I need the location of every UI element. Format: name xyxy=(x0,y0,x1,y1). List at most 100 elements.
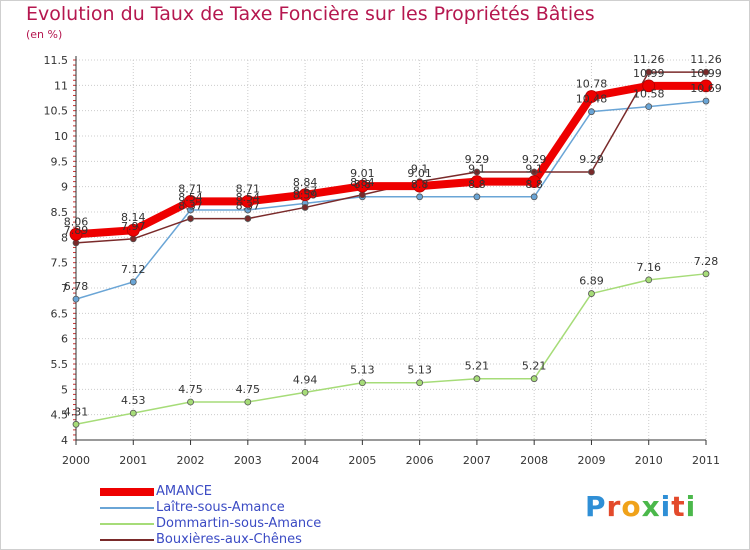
y-tick-label: 8 xyxy=(61,231,68,244)
legend-label: Dommartin-sous-Amance xyxy=(156,516,322,531)
y-tick-label: 6.5 xyxy=(51,307,69,320)
proxiti-logo: Proxiti xyxy=(585,490,696,523)
data-point xyxy=(702,270,710,278)
data-point xyxy=(530,168,538,176)
data-point xyxy=(187,215,194,222)
y-tick-label: 4.5 xyxy=(51,409,69,422)
data-point xyxy=(301,204,309,211)
logo-letter: o xyxy=(621,490,642,523)
data-point xyxy=(129,278,137,286)
legend-item: Bouxières-aux-Chênes xyxy=(100,532,400,548)
data-point xyxy=(72,239,80,247)
data-label: 8.37 xyxy=(178,200,203,213)
data-label: 8.71 xyxy=(178,182,203,195)
y-tick-label: 8.5 xyxy=(51,206,69,219)
data-label: 9.29 xyxy=(465,153,490,166)
data-point xyxy=(588,168,595,176)
chart-title: Evolution du Taux de Taxe Foncière sur l… xyxy=(26,3,595,25)
legend-swatch xyxy=(100,488,154,496)
legend-label: Bouxières-aux-Chênes xyxy=(156,532,302,547)
data-label: 8.54 xyxy=(178,191,203,204)
data-label: 9.01 xyxy=(350,167,375,180)
legend-label: Laître-sous-Amance xyxy=(156,500,285,515)
data-point xyxy=(699,79,713,93)
data-point xyxy=(187,398,194,406)
data-point xyxy=(416,193,424,201)
data-point xyxy=(588,290,595,297)
data-label: 8.71 xyxy=(236,182,261,195)
data-point xyxy=(645,276,653,284)
data-label: 8.59 xyxy=(293,188,318,201)
data-point xyxy=(358,379,366,387)
data-point xyxy=(585,90,598,103)
logo-letter: x xyxy=(641,490,661,523)
data-label: 8.8 xyxy=(525,178,543,191)
data-point xyxy=(473,375,481,383)
data-label: 8.14 xyxy=(121,211,146,224)
x-tick-label: 2003 xyxy=(234,454,262,467)
data-label: 10.99 xyxy=(690,67,722,80)
data-label: 8.8 xyxy=(468,178,486,191)
x-tick-label: 2010 xyxy=(635,454,663,467)
y-tick-label: 7 xyxy=(61,282,68,295)
x-tick-label: 2002 xyxy=(177,454,205,467)
data-label: 8.84 xyxy=(293,176,318,189)
data-point xyxy=(358,191,366,199)
y-tick-label: 11.5 xyxy=(44,54,69,67)
data-label: 7.16 xyxy=(636,261,661,274)
y-tick-label: 5.5 xyxy=(51,358,69,371)
y-tick-label: 7.5 xyxy=(51,257,69,270)
data-label: 11.26 xyxy=(633,53,665,66)
data-label: 8.67 xyxy=(293,184,318,197)
data-point xyxy=(473,168,481,176)
data-label: 11.26 xyxy=(690,53,722,66)
x-tick-label: 2008 xyxy=(520,454,548,467)
logo-letter: i xyxy=(660,490,672,523)
logo-letter: t xyxy=(671,490,686,523)
y-tick-label: 6 xyxy=(61,333,68,346)
data-point xyxy=(530,375,538,383)
data-label: 6.78 xyxy=(64,280,89,293)
data-label: 5.13 xyxy=(350,364,375,377)
data-point xyxy=(702,97,710,105)
legend-swatch xyxy=(100,523,154,525)
x-tick-label: 2001 xyxy=(119,454,147,467)
data-point xyxy=(416,379,424,387)
y-tick-label: 10.5 xyxy=(44,105,69,118)
data-point xyxy=(244,398,252,406)
legend-item: Laître-sous-Amance xyxy=(100,500,400,516)
data-label: 8.84 xyxy=(350,176,375,189)
y-tick-label: 11 xyxy=(54,79,68,92)
x-tick-label: 2007 xyxy=(463,454,491,467)
data-label: 5.13 xyxy=(407,364,432,377)
data-label: 8.8 xyxy=(354,178,372,191)
data-label: 8.8 xyxy=(411,178,429,191)
data-point xyxy=(645,103,653,111)
data-label: 4.53 xyxy=(121,394,146,407)
data-label: 8.06 xyxy=(64,215,89,228)
data-label: 5.21 xyxy=(465,360,490,373)
data-point xyxy=(473,193,481,201)
data-point xyxy=(126,223,140,237)
data-label: 7.97 xyxy=(121,220,146,233)
data-point xyxy=(184,194,197,208)
data-point xyxy=(72,420,80,428)
logo-letter: r xyxy=(606,490,622,523)
data-point xyxy=(69,227,83,241)
data-point xyxy=(702,68,710,76)
data-label: 10.69 xyxy=(690,82,722,95)
data-point xyxy=(298,188,312,202)
legend-swatch xyxy=(100,539,154,541)
legend-label: AMANCE xyxy=(156,484,213,499)
data-label: 7.89 xyxy=(64,224,89,237)
series-line xyxy=(75,71,706,244)
y-tick-label: 9 xyxy=(61,181,68,194)
data-point xyxy=(244,215,252,222)
data-label: 4.31 xyxy=(64,405,89,418)
data-point xyxy=(301,388,309,396)
x-tick-label: 2011 xyxy=(692,454,720,467)
data-label: 7.12 xyxy=(121,263,146,276)
legend-item: AMANCE xyxy=(100,484,400,500)
data-label: 8.37 xyxy=(236,200,261,213)
series-line xyxy=(75,273,707,426)
